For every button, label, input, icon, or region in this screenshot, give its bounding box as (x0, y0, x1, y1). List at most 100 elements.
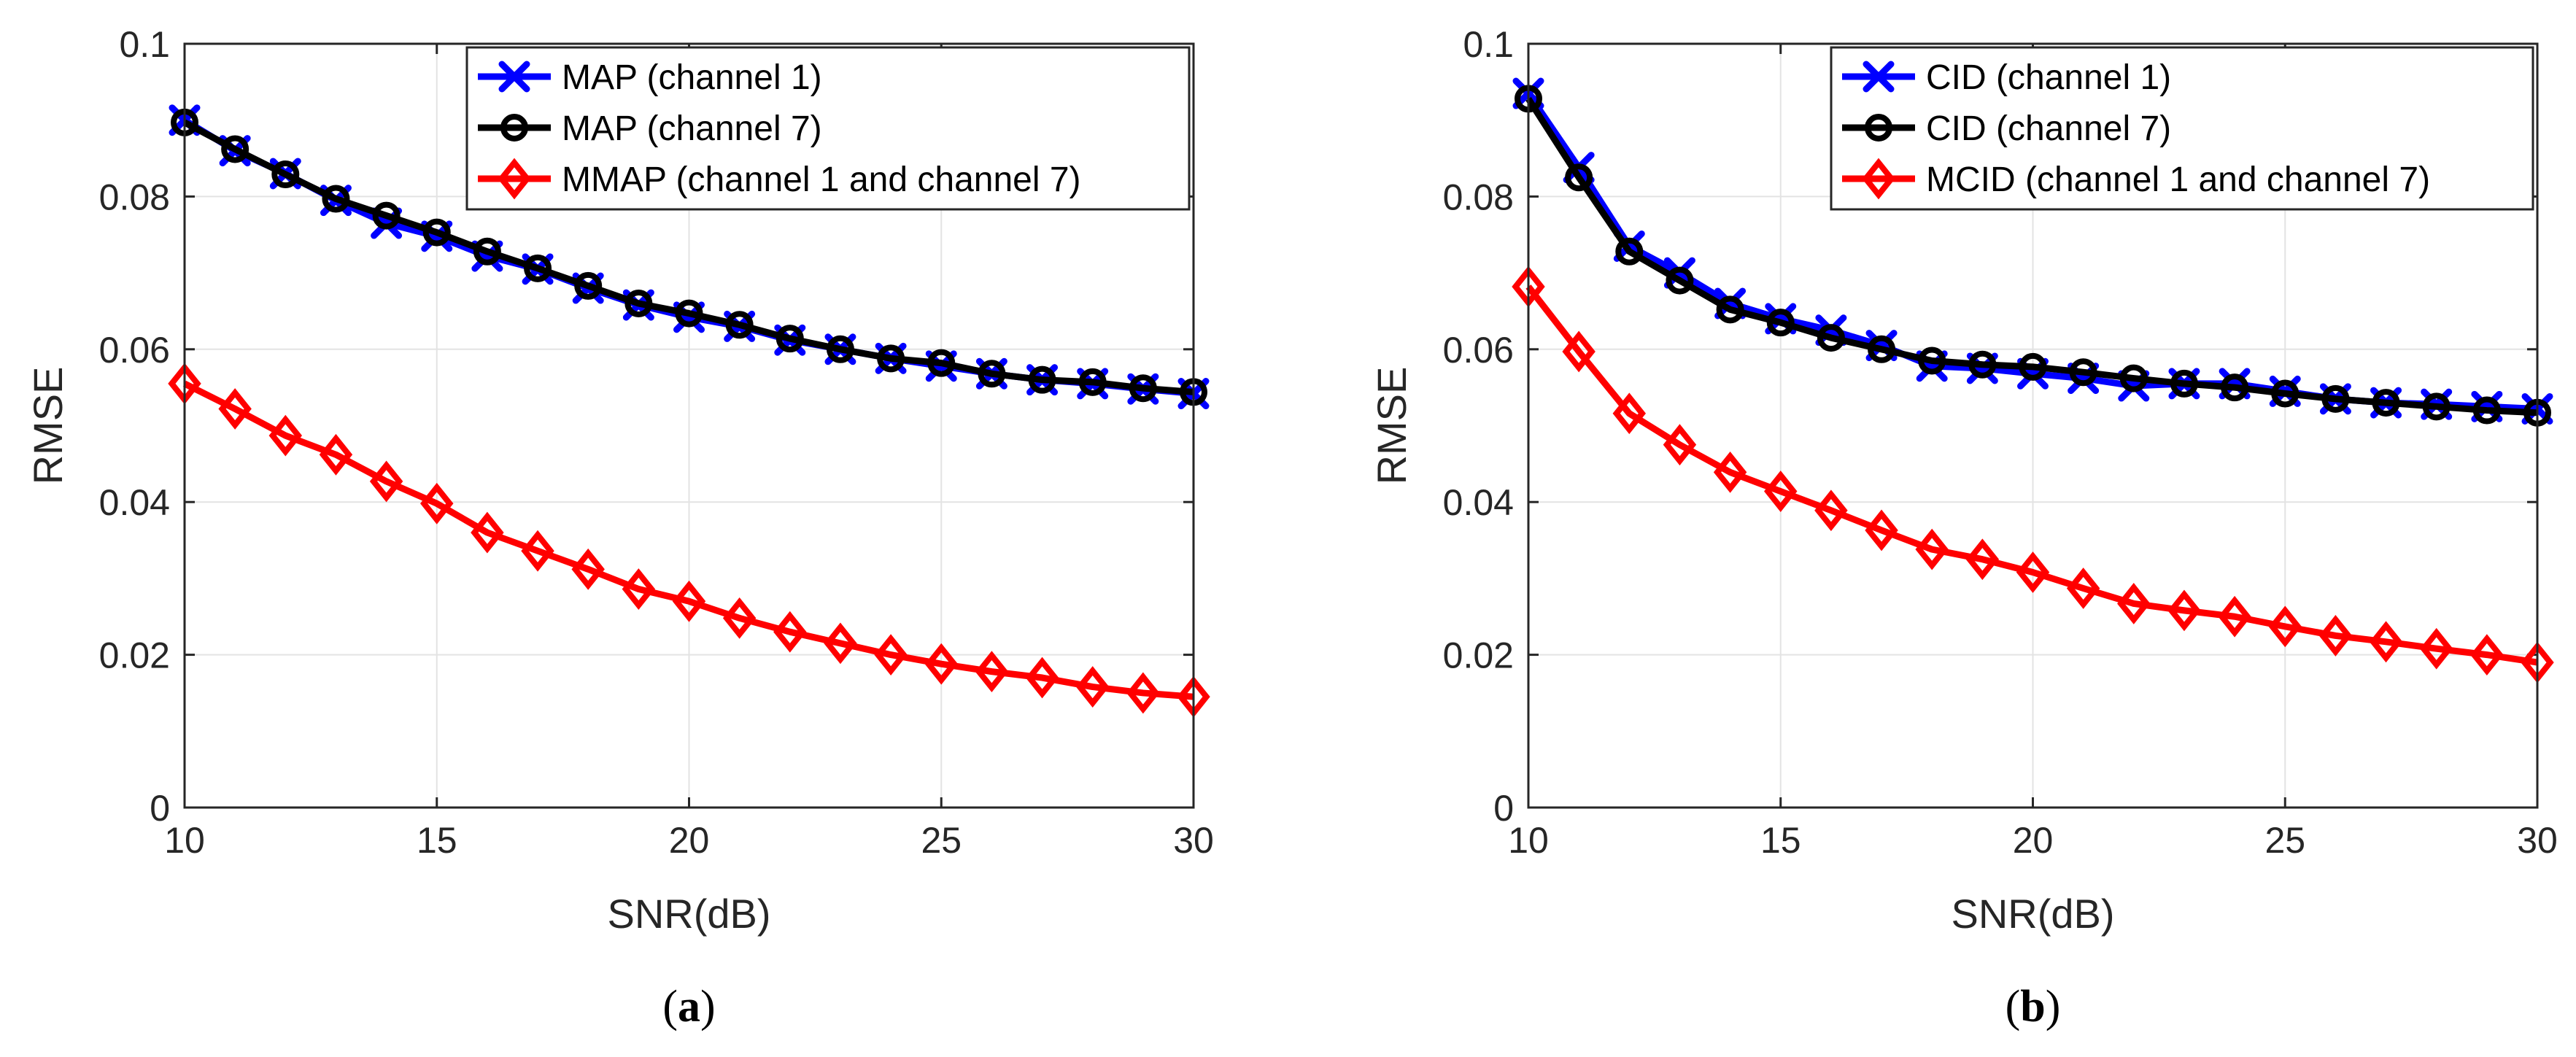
y-axis-label-a: RMSE (25, 367, 71, 485)
y-tick-label: 0.1 (1463, 24, 1514, 65)
y-tick-label: 0.06 (99, 330, 170, 371)
chart-panel-b: 10 15 20 25 30 0 0.02 0.04 0.06 0.08 0.1 SNR(dB) R… (1369, 24, 2558, 1031)
x-tick-label: 15 (1760, 820, 1801, 861)
data-point-b-2 (2221, 373, 2249, 402)
axes-frame-a (183, 42, 1195, 809)
legend-b: CID (channel 1) CID (channel 7) MCID (chan… (1830, 46, 2534, 211)
data-point-b-2 (2372, 389, 2400, 417)
data-point-b-3 (2016, 551, 2050, 593)
data-point-a-3 (773, 611, 807, 653)
series-a-2 (171, 108, 1207, 406)
legend-swatch-marker (498, 61, 530, 93)
y-tick-label: 0.08 (99, 177, 170, 217)
y-tick-label: 0 (150, 788, 170, 829)
data-point-a-3 (874, 634, 908, 676)
caption-letter-b: b (2020, 982, 2045, 1031)
data-point-b-3 (1865, 509, 1898, 551)
x-tick-label: 20 (2013, 820, 2054, 861)
x-tick-label: 25 (2264, 820, 2305, 861)
data-point-a-3 (369, 460, 403, 503)
data-point-a-2 (826, 335, 854, 363)
data-point-b-3 (1663, 424, 1697, 466)
legend-entry-a-1: MAP (channel 1) (478, 58, 822, 97)
y-tick-label: 0.02 (1443, 635, 1514, 676)
data-point-a-2 (927, 349, 956, 377)
data-point-b-2 (1817, 324, 1845, 352)
x-tick-label: 20 (669, 820, 710, 861)
x-tick-label: 30 (2517, 820, 2558, 861)
legend-entry-b-2: CID (channel 7) (1842, 109, 2171, 148)
caption-letter-a: a (678, 982, 700, 1031)
data-point-a-3 (924, 643, 958, 685)
data-point-b-2 (2422, 392, 2451, 421)
data-point-a-2 (978, 360, 1006, 388)
data-point-b-3 (1562, 330, 1596, 373)
caption-b: (b) (2006, 982, 2061, 1031)
legend-entry-a-2: MAP (channel 7) (478, 109, 822, 148)
legend-box-b (1830, 46, 2534, 211)
data-point-b-2 (1716, 295, 1744, 324)
y-tick-label: 0.04 (99, 482, 170, 523)
data-point-b-2 (1766, 309, 1795, 337)
data-point-a-3 (672, 580, 706, 622)
legend-label: MAP (channel 1) (562, 58, 822, 97)
data-point-b-3 (1764, 471, 1798, 512)
data-point-a-2 (372, 201, 401, 230)
data-point-a-2 (524, 254, 552, 282)
legend-label: MCID (channel 1 and channel 7) (1926, 160, 2430, 199)
data-point-a-2 (1078, 368, 1107, 396)
legend-entry-b-3: MCID (channel 1 and channel 7) (1842, 158, 2430, 200)
data-point-a-3 (824, 622, 857, 665)
data-point-a-2 (422, 218, 451, 247)
data-point-a-2 (322, 185, 350, 213)
caption-a: (a) (662, 982, 715, 1031)
data-point-a-3 (471, 511, 504, 554)
legend-swatch-marker (1863, 61, 1895, 93)
series-line-a-3 (182, 380, 1194, 700)
data-point-b-3 (2419, 627, 2453, 670)
legend-label: CID (channel 7) (1926, 109, 2171, 148)
data-point-b-2 (2069, 358, 2097, 387)
data-point-b-2 (2170, 369, 2198, 398)
data-point-a-3 (1126, 672, 1160, 714)
series-b-2 (1515, 85, 2551, 427)
legend-entry-a-3: MMAP (channel 1 and channel 7) (478, 158, 1081, 200)
series-line-a-2 (182, 119, 1194, 395)
data-point-b-2 (2119, 364, 2148, 392)
data-point-a-3 (420, 482, 454, 524)
series-a-3 (168, 363, 1210, 718)
data-point-b-3 (2318, 615, 2353, 657)
data-point-a-2 (624, 289, 653, 317)
data-point-b-3 (1612, 392, 1647, 435)
data-point-b-2 (1918, 346, 1946, 375)
y-axis-label-b: RMSE (1369, 367, 1415, 485)
x-tick-label: 10 (1508, 820, 1549, 861)
data-point-a-3 (571, 548, 605, 590)
data-point-a-3 (268, 414, 303, 457)
data-point-a-2 (1028, 365, 1056, 394)
x-tick-label: 15 (417, 820, 457, 861)
data-point-a-2 (271, 160, 300, 189)
x-tick-label: 25 (921, 820, 962, 861)
legend-swatch-marker (1862, 158, 1895, 200)
axes-frame-b (1527, 42, 2539, 809)
data-point-b-3 (2117, 583, 2151, 624)
data-point-b-3 (1965, 538, 2000, 581)
y-tick-label: 0.04 (1443, 482, 1514, 523)
data-point-a-2 (675, 299, 703, 328)
x-tick-label: 30 (1173, 820, 1214, 861)
data-point-a-2 (1129, 374, 1157, 403)
legend-box-a (465, 46, 1191, 211)
data-point-a-3 (218, 388, 252, 430)
y-tick-label: 0.06 (1443, 330, 1514, 371)
data-point-b-2 (2472, 396, 2501, 425)
data-point-b-3 (2066, 568, 2100, 609)
y-tick-label: 0.02 (99, 635, 170, 676)
data-point-b-2 (1666, 266, 1694, 295)
data-point-b-3 (2470, 634, 2504, 676)
data-point-b-3 (1915, 528, 1949, 570)
data-point-b-3 (2218, 595, 2251, 638)
x-tick-label: 10 (164, 820, 205, 861)
data-point-a-2 (725, 311, 754, 339)
axis-ticks-b: 10 15 20 25 30 0 0.02 0.04 0.06 0.08 0.1 (1443, 24, 2558, 861)
